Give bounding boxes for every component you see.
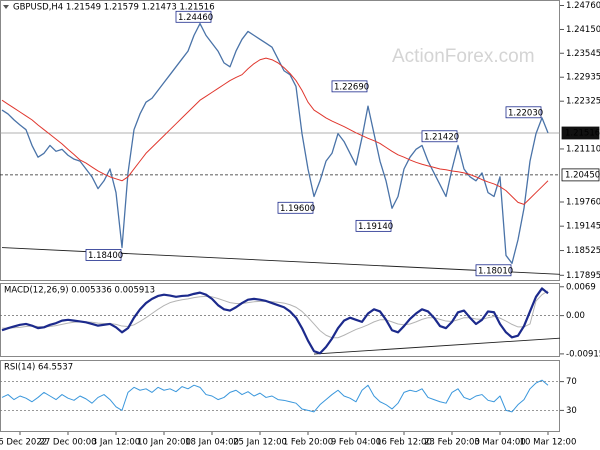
y-tick-label: 1.17895 xyxy=(566,271,600,281)
price-label-box xyxy=(561,126,600,140)
series-line xyxy=(1,287,549,355)
price-label-box xyxy=(561,168,600,182)
annotation-box xyxy=(355,219,392,232)
annotation-box xyxy=(331,80,368,93)
y-tick-label: 0.0069 xyxy=(566,282,596,292)
annotation-label: 1.22690 xyxy=(334,82,369,92)
annotation-box xyxy=(277,201,314,214)
x-tick-label: 9 Feb 04:00 xyxy=(331,438,381,448)
panel-border xyxy=(0,0,560,281)
price-label: 1.21516 xyxy=(565,128,600,138)
annotation-box xyxy=(475,264,512,277)
series-line xyxy=(1,379,549,413)
annotation-label: 1.19600 xyxy=(280,204,315,214)
y-tick-label: 1.22935 xyxy=(566,73,600,83)
x-tick-label: 27 Dec 00:00 xyxy=(39,438,96,448)
watermark: ActionForex.com xyxy=(392,46,535,67)
annotation-label: 1.18400 xyxy=(88,251,123,261)
annotation-label: 1.18010 xyxy=(478,266,513,276)
annotation-box xyxy=(85,249,122,261)
y-tick-label: -0.009158 xyxy=(566,349,600,359)
x-tick-label: 23 Feb 20:00 xyxy=(424,438,480,448)
x-tick-label: 1 Feb 20:00 xyxy=(283,438,333,448)
panel-title: MACD(12,26,9) 0.005336 0.005913 xyxy=(4,286,155,296)
x-tick-label: 10 Mar 12:00 xyxy=(520,438,577,448)
y-tick-label: 1.19145 xyxy=(566,222,600,232)
annotation-label: 1.24460 xyxy=(178,13,213,23)
panel-title: RSI(14) 64.5537 xyxy=(4,363,73,373)
series-line xyxy=(2,290,549,339)
y-tick-label: 1.24150 xyxy=(566,25,600,35)
y-tick-label: 30 xyxy=(566,406,577,416)
x-tick-label: 3 Jan 12:00 xyxy=(92,438,140,448)
series-line xyxy=(1,57,549,205)
x-tick-label: 3 Mar 04:00 xyxy=(474,438,525,448)
annotation-label: 1.21420 xyxy=(424,132,459,142)
y-tick-label: 1.24760 xyxy=(566,1,600,11)
price-label: 1.20450 xyxy=(565,170,600,180)
x-tick-label: 16 Feb 12:00 xyxy=(376,438,432,448)
x-tick-label: 10 Jan 20:00 xyxy=(137,438,191,448)
y-tick-label: 1.19760 xyxy=(566,198,600,208)
y-tick-label: 0.00 xyxy=(566,311,585,321)
y-tick-label: 1.23545 xyxy=(566,49,600,59)
annotation-label: 1.19140 xyxy=(358,222,393,232)
panel-border xyxy=(0,283,560,357)
annotation-box xyxy=(175,10,212,23)
x-tick-label: 18 Jan 04:00 xyxy=(185,438,239,448)
panel-border xyxy=(0,360,560,432)
annotation-box xyxy=(505,106,542,119)
y-tick-label: 1.21110 xyxy=(566,144,600,154)
chart-title: GBPUSD,H4 1.21549 1.21579 1.21473 1.2151… xyxy=(13,3,215,13)
y-tick-label: 70 xyxy=(566,377,577,387)
x-tick-label: 25 Jan 12:00 xyxy=(233,438,287,448)
y-tick-label: 1.22325 xyxy=(566,97,600,107)
annotation-label: 1.22030 xyxy=(508,108,543,118)
symbol-icon xyxy=(3,5,9,9)
annotation-box xyxy=(421,130,458,143)
x-tick-label: 16 Dec 2022 xyxy=(0,438,47,448)
series-line xyxy=(1,22,549,264)
trendline xyxy=(313,337,561,355)
y-tick-label: 1.18525 xyxy=(566,246,600,256)
